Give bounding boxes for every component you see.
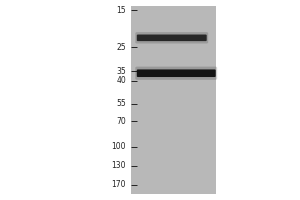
Text: 70: 70 bbox=[116, 117, 126, 126]
FancyBboxPatch shape bbox=[135, 32, 208, 44]
Text: 25: 25 bbox=[116, 43, 126, 52]
Text: 100: 100 bbox=[112, 142, 126, 151]
Text: 40: 40 bbox=[116, 76, 126, 85]
FancyBboxPatch shape bbox=[137, 35, 207, 41]
Text: 55: 55 bbox=[116, 99, 126, 108]
Text: 130: 130 bbox=[112, 161, 126, 170]
Text: 15: 15 bbox=[116, 6, 126, 15]
Text: 170: 170 bbox=[112, 180, 126, 189]
Text: 35: 35 bbox=[116, 67, 126, 76]
FancyBboxPatch shape bbox=[137, 69, 216, 77]
FancyBboxPatch shape bbox=[135, 67, 217, 80]
Bar bbox=[130, 6, 216, 194]
